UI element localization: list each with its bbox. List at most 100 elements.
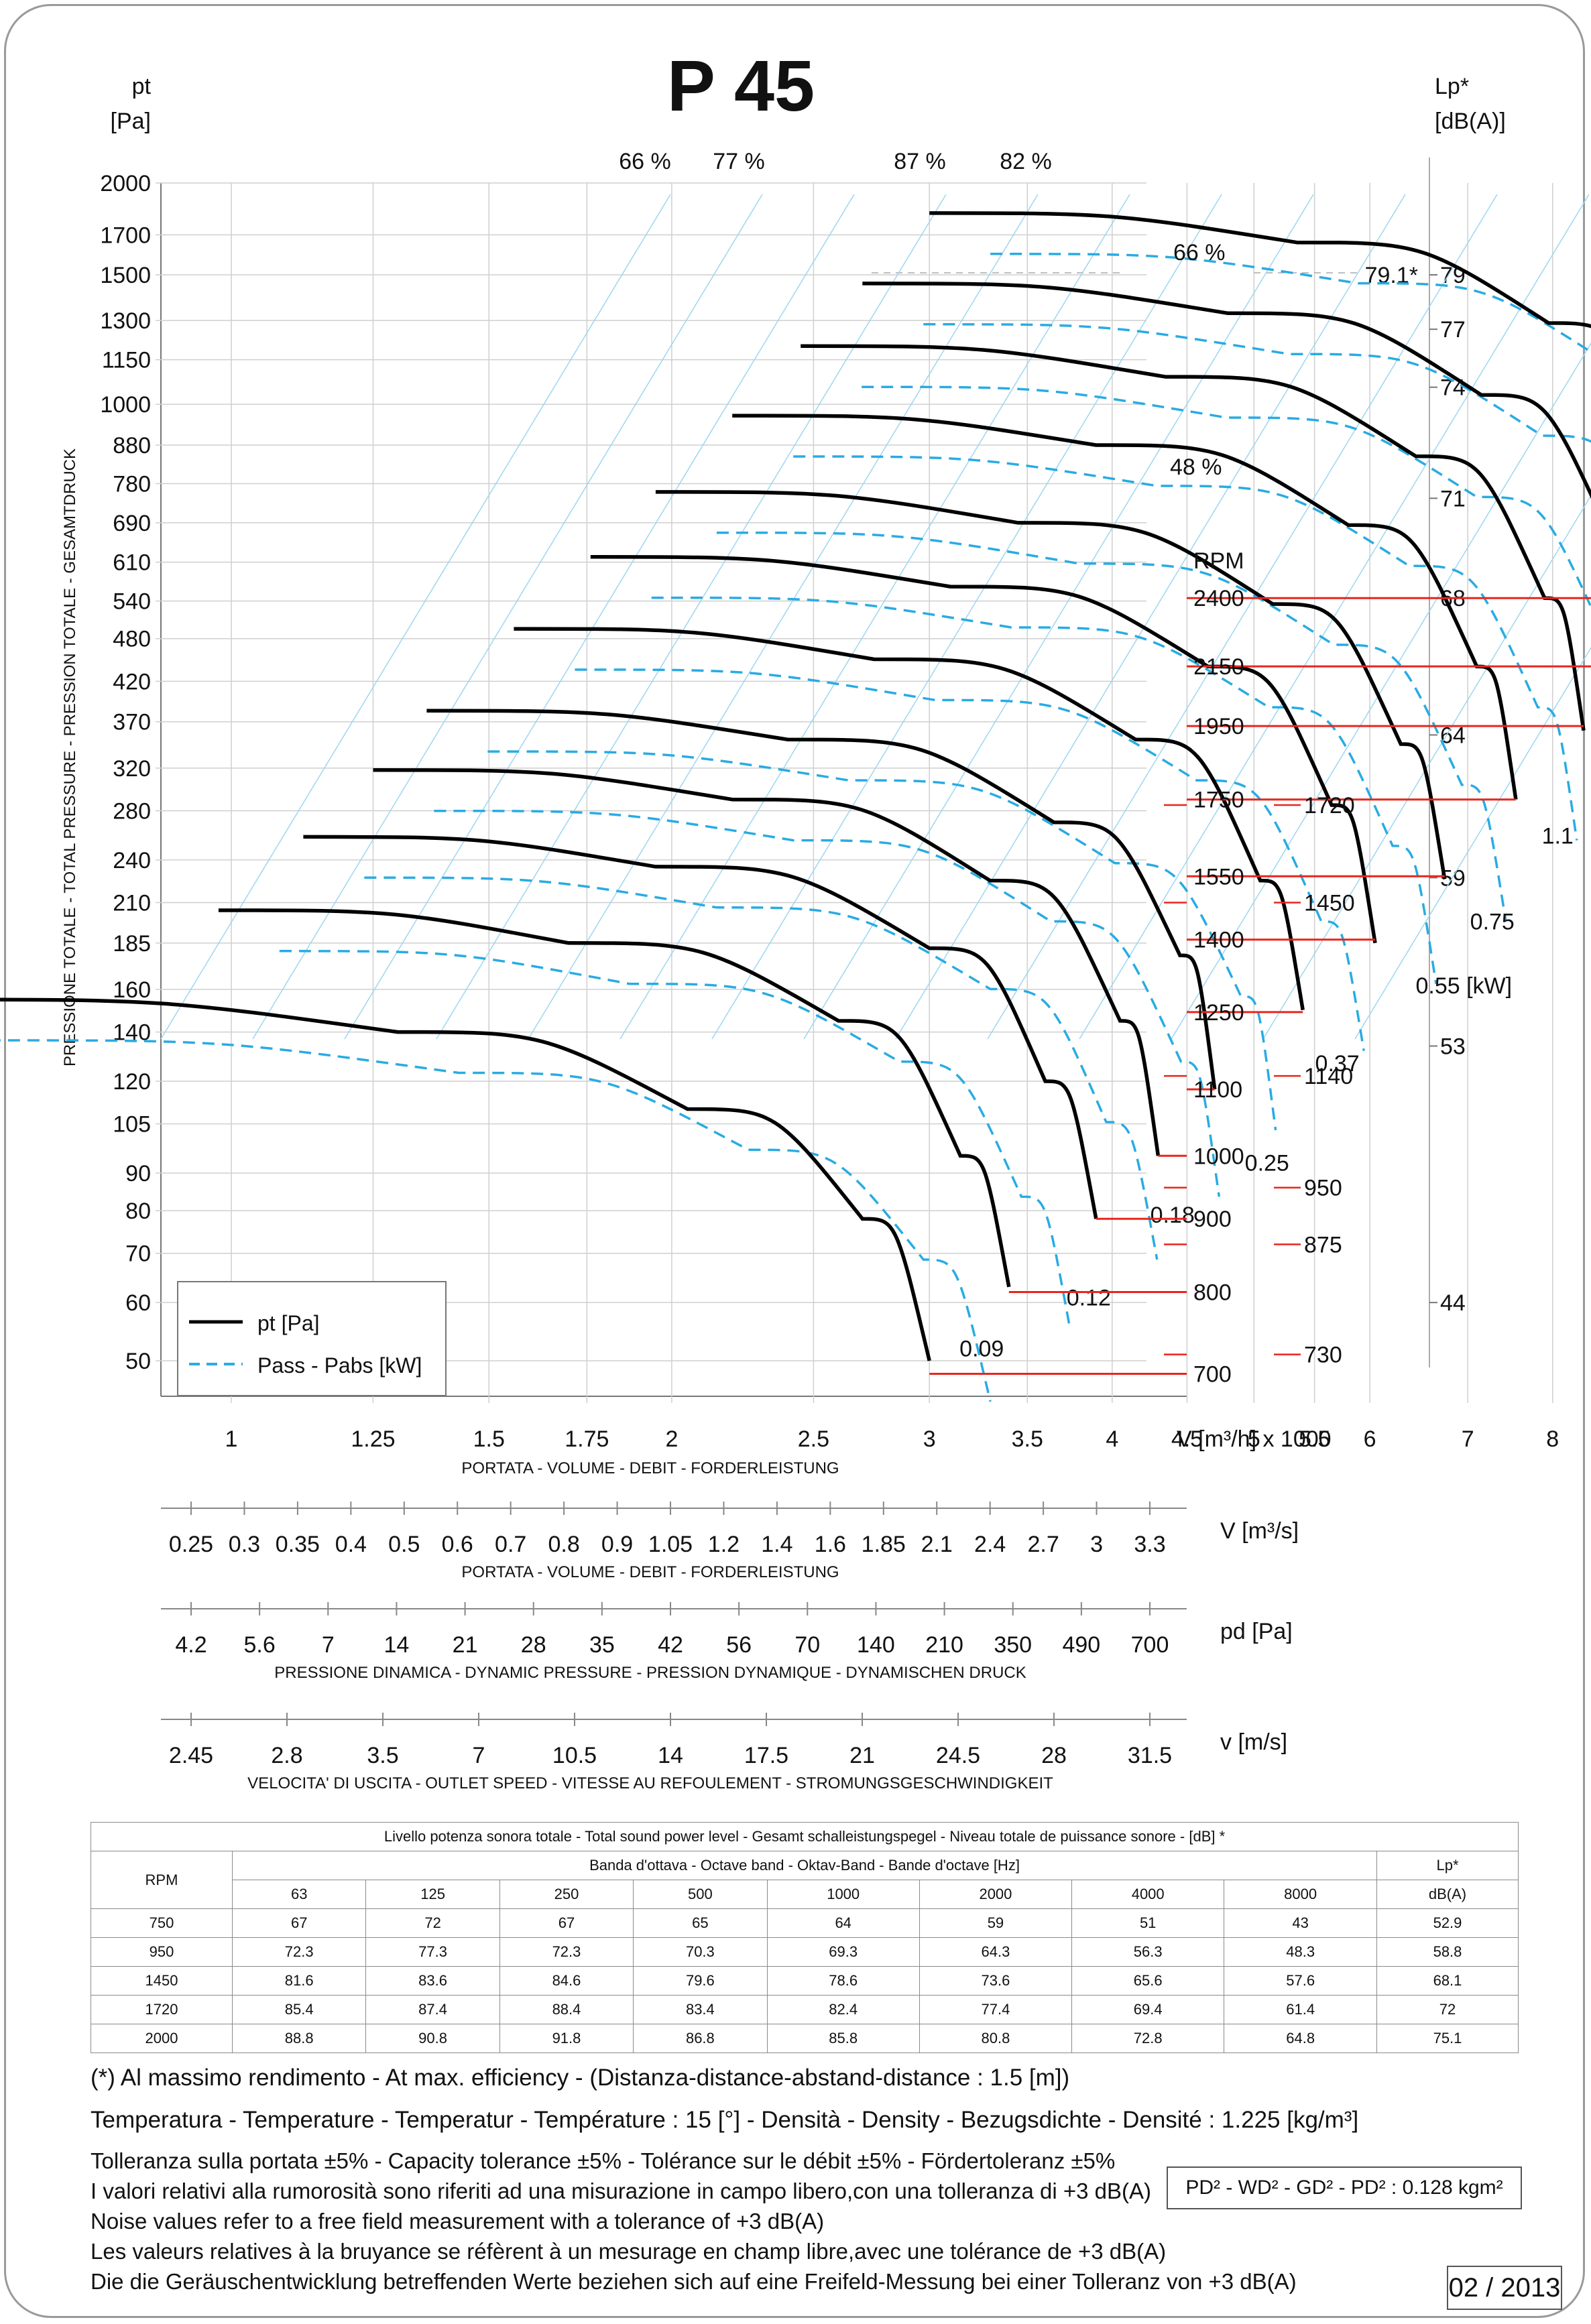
efficiency-line	[711, 194, 1222, 1040]
sound-table-cell: 90.8	[365, 2024, 500, 2053]
rpm-label: 900	[1193, 1207, 1232, 1232]
secondary-scale-unit: v [m/s]	[1220, 1729, 1287, 1755]
secondary-scale-label: 0.9	[601, 1532, 633, 1557]
pressure-curve-900	[303, 835, 1098, 1219]
pressure-curve-1100	[426, 709, 1217, 1090]
pressure-curve-1000	[373, 768, 1161, 1156]
efficiency-label: 48 %	[1170, 454, 1222, 480]
sound-table-cell: 65.6	[1071, 1966, 1225, 1996]
sound-table-cell: 64.8	[1224, 2024, 1377, 2053]
lp-unit-cell: dB(A)	[1376, 1880, 1519, 1909]
secondary-scale-label: 2.1	[921, 1532, 953, 1557]
secondary-scale-label: 28	[1041, 1743, 1067, 1768]
y-tick-label: 60	[125, 1290, 151, 1316]
power-label: 0.75	[1470, 909, 1515, 934]
secondary-scale-label: 700	[1131, 1632, 1169, 1658]
band-cell: 1000	[766, 1880, 920, 1909]
sound-table-cell: 68.1	[1376, 1966, 1519, 1996]
x-tick-label: 8	[1546, 1426, 1559, 1452]
lp-tick-label: 77	[1440, 317, 1466, 343]
y-tick-label: 120	[113, 1069, 151, 1095]
secondary-scale-label: 14	[384, 1632, 410, 1658]
secondary-scale-label: 10.5	[552, 1743, 597, 1768]
y-tick-label: 210	[113, 890, 151, 916]
band-cell: 125	[365, 1880, 500, 1909]
sound-table-cell: 77.4	[919, 1995, 1073, 2024]
rpm-label: 1100	[1193, 1077, 1242, 1103]
lp-tick-label: 71	[1440, 486, 1466, 511]
pressure-curve-1250	[514, 627, 1305, 1011]
x-axis-caption: PORTATA - VOLUME - DEBIT - FORDERLEISTUN…	[461, 1459, 839, 1477]
power-curve-2150	[923, 323, 1591, 443]
sound-table-cell: 81.6	[231, 1966, 367, 1996]
power-label: 1.1	[1542, 824, 1574, 849]
sound-table-cell: 69.4	[1071, 1995, 1225, 2024]
secondary-scale-label: 3.5	[367, 1743, 398, 1768]
sound-table-cell: 1450	[91, 1966, 233, 1996]
sound-table-cell: 61.4	[1224, 1995, 1377, 2024]
sound-table-cell: 85.8	[766, 2024, 920, 2053]
motor-rpm-label: 730	[1304, 1343, 1342, 1368]
band-cell: 8000	[1224, 1880, 1377, 1909]
sound-table-cell: 2000	[91, 2024, 233, 2053]
x-tick-label: 3.5	[1012, 1426, 1043, 1452]
sound-table-cell: 72.3	[231, 1937, 367, 1967]
y-tick-label: 50	[125, 1349, 151, 1374]
x-tick-label: 3	[923, 1426, 936, 1452]
lp-tick-label: 44	[1440, 1290, 1466, 1316]
y-tick-label: 690	[113, 511, 151, 536]
legend: pt [Pa] Pass - Pabs [kW]	[177, 1281, 447, 1396]
sound-table-cell: 52.9	[1376, 1908, 1519, 1938]
x-tick-label: 5.5	[1299, 1426, 1330, 1452]
rpm-label: 1550	[1193, 864, 1244, 890]
y-tick-label: 1500	[100, 263, 151, 288]
power-curve-1950	[862, 385, 1591, 610]
secondary-scale-label: 4.2	[175, 1632, 207, 1658]
secondary-scale-label: 21	[453, 1632, 478, 1658]
secondary-scale-label: 0.4	[335, 1532, 367, 1557]
pressure-curve-700	[0, 997, 931, 1361]
secondary-scale-caption: PORTATA - VOLUME - DEBIT - FORDERLEISTUN…	[461, 1563, 839, 1581]
secondary-scale-label: 56	[726, 1632, 752, 1658]
pressure-curve-1550	[655, 490, 1447, 879]
efficiency-line	[987, 194, 1498, 1040]
y-tick-label: 240	[113, 848, 151, 873]
secondary-scale-label: 210	[925, 1632, 963, 1658]
efficiency-line	[252, 194, 763, 1040]
note-efficiency: (*) Al massimo rendimento - At max. effi…	[91, 2065, 1070, 2091]
efficiency-label: 87 %	[894, 149, 946, 174]
secondary-scale-label: 14	[658, 1743, 683, 1768]
band-cell: 2000	[919, 1880, 1073, 1909]
secondary-scale-label: 1.4	[761, 1532, 792, 1557]
fan-performance-chart: 2000170015001300115010008807806906105404…	[0, 45, 1591, 1792]
secondary-scale-label: 2.45	[169, 1743, 213, 1768]
secondary-scale-label: 0.7	[495, 1532, 526, 1557]
sound-table-row: 2000 88.8 90.8 91.8 86.8 85.8 80.8 72.8 64.8 75.1	[91, 2024, 1519, 2053]
power-label: 0.18	[1151, 1203, 1195, 1228]
y-tick-label: 1150	[102, 348, 151, 373]
pressure-curve-800	[218, 908, 1011, 1288]
band-cell: 4000	[1071, 1880, 1225, 1909]
date-box: 02 / 2013	[1447, 2266, 1562, 2310]
x-axis-label: V [m³/h] x 1000	[1177, 1426, 1332, 1452]
secondary-scale-label: 7	[322, 1632, 335, 1658]
secondary-scale-label: 17.5	[744, 1743, 788, 1768]
secondary-scale-label: 5.6	[244, 1632, 276, 1658]
lp-tick-label: 53	[1440, 1034, 1466, 1059]
band-cell: 63	[231, 1880, 367, 1909]
x-tick-label: 4.5	[1171, 1426, 1203, 1452]
sound-table-cell: 84.6	[499, 1966, 634, 1996]
efficiency-label: 77 %	[713, 149, 765, 174]
secondary-scale-label: 42	[658, 1632, 683, 1658]
power-curve-700	[0, 1039, 992, 1402]
secondary-scale-label: 35	[589, 1632, 615, 1658]
efficiency-line	[620, 194, 1130, 1040]
sound-table-title: Livello potenza sonora totale - Total so…	[91, 1822, 1519, 1851]
rpm-label: 2400	[1193, 586, 1244, 611]
secondary-scale-label: 3.3	[1134, 1532, 1165, 1557]
rpm-label: 1950	[1193, 714, 1244, 739]
sound-table-cell: 78.6	[766, 1966, 920, 1996]
secondary-scale-label: 1.2	[708, 1532, 740, 1557]
sound-table-band-row: 63 125 250 500 1000 2000 4000 8000 dB(A)	[91, 1880, 1519, 1909]
y-axis-title: pt	[132, 74, 152, 99]
